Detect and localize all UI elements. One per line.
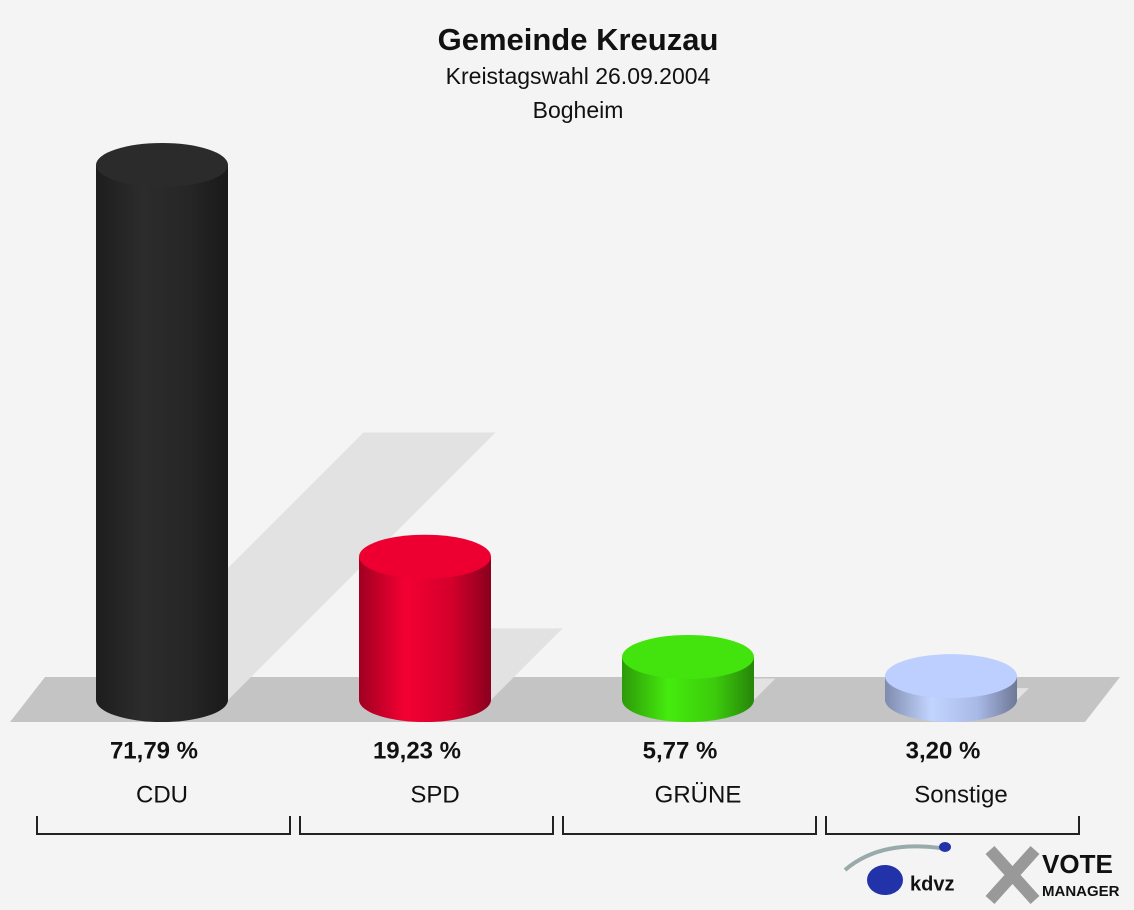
category-label: Sonstige [914, 781, 1007, 808]
category-label: CDU [136, 781, 188, 808]
bar-top [885, 654, 1017, 699]
logo-text: VOTE [1042, 849, 1113, 879]
bar [359, 556, 491, 722]
bar-top [622, 635, 754, 680]
floor [10, 677, 1120, 722]
category-bracket [825, 816, 1080, 835]
value-label: 5,77 % [643, 737, 718, 764]
chart-title: Gemeinde Kreuzau [438, 22, 719, 57]
value-label: 3,20 % [906, 737, 981, 764]
logo: kdvz VOTE MANAGER [843, 842, 1120, 905]
category-label: SPD [410, 781, 459, 808]
category-bracket [299, 816, 554, 835]
chart-district: Bogheim [533, 97, 624, 123]
logo-text: kdvz [910, 873, 954, 895]
category-label: GRÜNE [655, 781, 742, 808]
logo-swoosh [843, 844, 941, 872]
bar [96, 165, 228, 722]
logo-ball [867, 865, 903, 895]
bar-top [359, 534, 491, 579]
chart-subtitle: Kreistagswahl 26.09.2004 [446, 63, 711, 89]
category-bracket [36, 816, 291, 835]
category-bracket [562, 816, 817, 835]
value-label: 19,23 % [373, 737, 461, 764]
logo-text: MANAGER [1042, 883, 1120, 900]
bar-top [96, 143, 228, 187]
logo-cross [985, 845, 1040, 905]
value-label: 71,79 % [110, 737, 198, 764]
logo-dot [939, 842, 951, 852]
